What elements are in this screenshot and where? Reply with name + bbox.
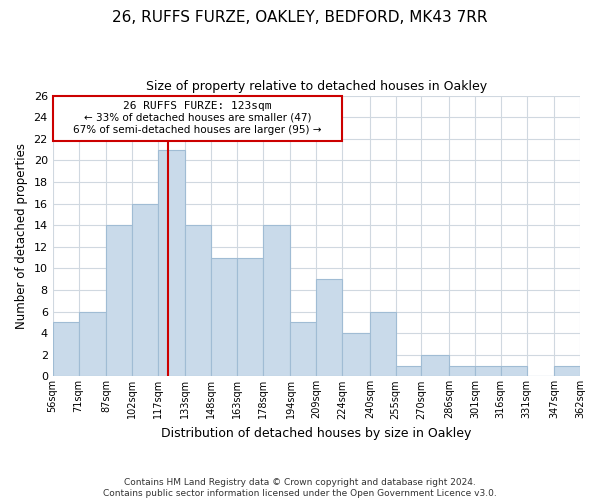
Bar — [53, 322, 79, 376]
Bar — [316, 279, 342, 376]
Bar — [237, 258, 263, 376]
Bar — [395, 366, 421, 376]
Bar — [132, 204, 158, 376]
Bar — [79, 312, 106, 376]
Bar — [211, 258, 237, 376]
Bar — [53, 96, 342, 141]
Bar — [449, 366, 475, 376]
Y-axis label: Number of detached properties: Number of detached properties — [15, 143, 28, 329]
Bar — [263, 225, 290, 376]
Text: 26 RUFFS FURZE: 123sqm: 26 RUFFS FURZE: 123sqm — [123, 102, 272, 112]
Bar — [342, 333, 370, 376]
Bar — [370, 312, 395, 376]
Text: ← 33% of detached houses are smaller (47): ← 33% of detached houses are smaller (47… — [83, 112, 311, 122]
Title: Size of property relative to detached houses in Oakley: Size of property relative to detached ho… — [146, 80, 487, 93]
Text: 67% of semi-detached houses are larger (95) →: 67% of semi-detached houses are larger (… — [73, 125, 322, 135]
Bar — [554, 366, 580, 376]
Bar — [475, 366, 501, 376]
X-axis label: Distribution of detached houses by size in Oakley: Distribution of detached houses by size … — [161, 427, 472, 440]
Bar — [158, 150, 185, 376]
Text: 26, RUFFS FURZE, OAKLEY, BEDFORD, MK43 7RR: 26, RUFFS FURZE, OAKLEY, BEDFORD, MK43 7… — [112, 10, 488, 25]
Text: Contains HM Land Registry data © Crown copyright and database right 2024.
Contai: Contains HM Land Registry data © Crown c… — [103, 478, 497, 498]
Bar — [290, 322, 316, 376]
Bar — [106, 225, 132, 376]
Bar — [421, 355, 449, 376]
Bar — [501, 366, 527, 376]
Bar — [185, 225, 211, 376]
